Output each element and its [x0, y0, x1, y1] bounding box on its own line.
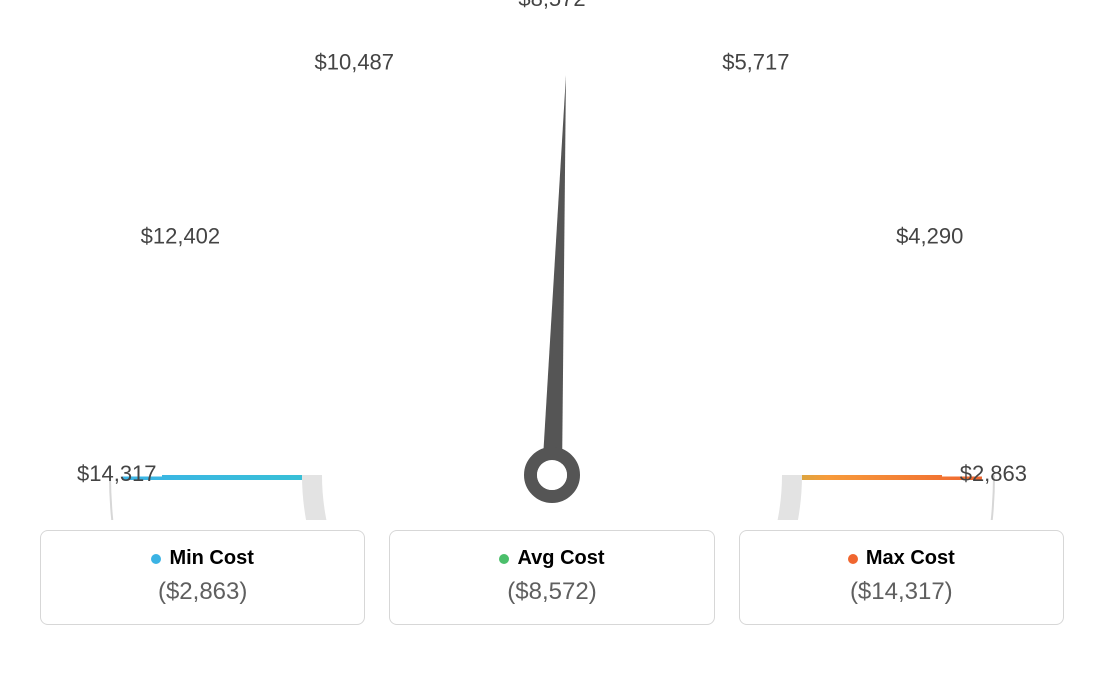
gauge-tick-label: $14,317	[77, 461, 157, 486]
gauge-tick-label: $5,717	[722, 49, 789, 74]
min-cost-value: ($2,863)	[61, 578, 344, 606]
gauge-tick-label: $4,290	[896, 223, 963, 248]
max-cost-value: ($14,317)	[760, 578, 1043, 606]
min-cost-title: Min Cost	[61, 547, 344, 570]
gauge-tick-label: $2,863	[960, 461, 1027, 486]
cost-gauge: $2,863 $4,290 $5,717 $8,572 $10,487 $12,402 $1…	[0, 0, 1104, 520]
min-cost-label: Min Cost	[169, 547, 253, 569]
max-cost-card: Max Cost ($14,317)	[739, 530, 1064, 625]
max-cost-label: Max Cost	[866, 547, 955, 569]
min-cost-card: Min Cost ($2,863)	[40, 530, 365, 625]
avg-cost-value: ($8,572)	[410, 578, 693, 606]
gauge-tick-label: $12,402	[141, 223, 221, 248]
gauge-needle	[542, 75, 566, 475]
gauge-tick-label: $10,487	[315, 49, 395, 74]
dot-icon	[848, 554, 858, 564]
gauge-svg: $2,863 $4,290 $5,717 $8,572 $10,487 $12,402 $1…	[0, 0, 1104, 520]
max-cost-title: Max Cost	[760, 547, 1043, 570]
avg-cost-card: Avg Cost ($8,572)	[389, 530, 714, 625]
summary-row: Min Cost ($2,863) Avg Cost ($8,572) Max …	[0, 530, 1104, 625]
dot-icon	[151, 554, 161, 564]
avg-cost-title: Avg Cost	[410, 547, 693, 570]
gauge-tick-label: $8,572	[518, 0, 585, 11]
dot-icon	[499, 554, 509, 564]
avg-cost-label: Avg Cost	[517, 547, 604, 569]
